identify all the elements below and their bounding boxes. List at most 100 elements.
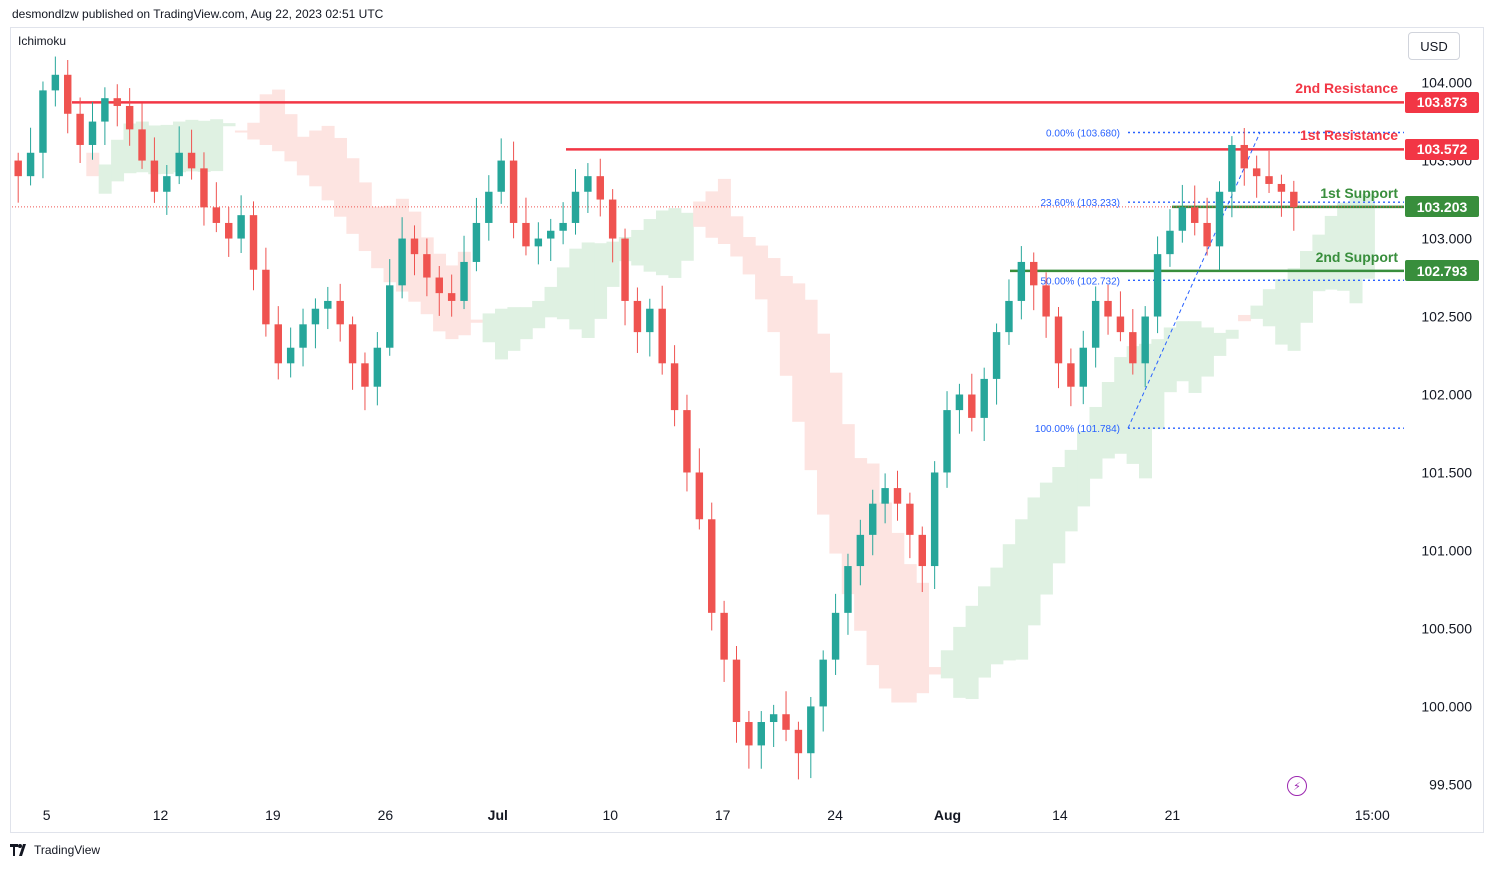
- y-tick-label: 102.000: [1421, 387, 1472, 403]
- x-tick-label: 10: [602, 807, 618, 823]
- cloud-segment: [841, 424, 855, 595]
- cloud-segment: [272, 89, 286, 152]
- candle-body: [1277, 183, 1286, 192]
- candle-body: [695, 472, 704, 520]
- cloud-segment: [383, 205, 397, 283]
- candle-body: [410, 238, 419, 255]
- x-tick-label: 21: [1165, 807, 1181, 823]
- cloud-segment: [965, 605, 979, 700]
- cloud-segment: [1089, 406, 1103, 479]
- candle-body: [819, 659, 827, 707]
- cloud-segment: [1064, 449, 1078, 532]
- candle-body: [1067, 363, 1075, 387]
- candle-body: [1116, 316, 1125, 333]
- candle-body: [225, 222, 233, 239]
- cloud-segment: [210, 119, 224, 172]
- cloud-segment: [829, 372, 843, 554]
- cloud-segment: [631, 229, 645, 266]
- cloud-segment: [978, 586, 991, 678]
- cloud-segment: [197, 120, 211, 172]
- candle-body: [423, 254, 431, 278]
- x-tick-label: 15:00: [1355, 807, 1390, 823]
- cloud-segment: [470, 319, 484, 323]
- x-tick-label: 24: [827, 807, 843, 823]
- indicator-label[interactable]: Ichimoku: [18, 34, 67, 48]
- ichimoku-cloud: [86, 89, 1375, 703]
- cloud-segment: [309, 130, 323, 187]
- cloud-segment: [1287, 268, 1301, 351]
- cloud-segment: [730, 216, 744, 257]
- x-tick-label: Aug: [934, 807, 961, 823]
- cloud-segment: [296, 136, 310, 176]
- cloud-segment: [160, 124, 174, 174]
- candle-body: [881, 488, 889, 504]
- candle-body: [831, 612, 840, 660]
- candle-body: [39, 90, 47, 153]
- candle-body: [571, 191, 580, 223]
- cloud-segment: [1200, 327, 1214, 377]
- candles: [14, 56, 1298, 780]
- candle-body: [844, 566, 852, 613]
- candle-body: [1191, 207, 1199, 223]
- cloud-segment: [544, 286, 558, 318]
- candle-body: [26, 152, 35, 177]
- currency-button[interactable]: USD: [1408, 32, 1460, 60]
- candle-body: [856, 534, 865, 567]
- cloud-segment: [123, 123, 137, 174]
- candle-body: [869, 503, 877, 535]
- candle-body: [980, 378, 988, 418]
- candle-body: [336, 300, 344, 325]
- chart-frame: [10, 27, 1484, 833]
- candle-body: [187, 152, 196, 169]
- cloud-segment: [569, 248, 583, 330]
- x-tick-label: 26: [378, 807, 394, 823]
- cloud-segment: [507, 307, 521, 351]
- footer-brand[interactable]: TradingView: [10, 843, 100, 857]
- cloud-segment: [804, 299, 818, 471]
- level-label: 2nd Resistance: [1295, 80, 1398, 97]
- time-axis: 5 12 19 26 Jul 10 17 24 Aug 14 21 15:00: [43, 807, 1390, 823]
- cloud-segment: [234, 130, 248, 133]
- candle-body: [237, 215, 245, 239]
- x-tick-label: 5: [43, 807, 51, 823]
- candle-body: [398, 238, 406, 286]
- candle-body: [14, 160, 22, 177]
- candle-body: [1141, 316, 1149, 364]
- cloud-segment: [1052, 467, 1066, 564]
- cloud-segment: [705, 191, 719, 238]
- cloud-segment: [98, 164, 112, 194]
- candle-body: [621, 238, 629, 301]
- candle-body: [683, 410, 691, 473]
- y-tick-label: 104.000: [1421, 75, 1472, 91]
- candle-body: [596, 176, 604, 200]
- candle-body: [794, 729, 803, 754]
- candle-body: [1166, 230, 1174, 255]
- lightning-icon[interactable]: ⚡: [1287, 776, 1307, 796]
- candle-body: [1104, 300, 1112, 317]
- candle-body: [584, 176, 592, 192]
- cloud-segment: [903, 564, 917, 703]
- candle-body: [782, 714, 790, 730]
- candle-body: [534, 238, 543, 247]
- candle-body: [1017, 261, 1026, 301]
- candle-body: [101, 98, 109, 122]
- cloud-segment: [594, 243, 608, 319]
- candle-body: [1129, 332, 1137, 364]
- candle-body: [299, 324, 307, 348]
- fib-label: 23.60% (103.233): [1040, 198, 1120, 209]
- cloud-segment: [259, 94, 273, 145]
- candle-body: [1079, 347, 1087, 387]
- y-tick-label: 102.500: [1421, 309, 1472, 325]
- price-axis: 104.000103.500103.000102.500102.000101.5…: [1421, 75, 1472, 793]
- level-label: 2nd Support: [1315, 248, 1398, 265]
- candle-body: [274, 324, 282, 364]
- candle-body: [1265, 176, 1273, 184]
- candle-body: [386, 285, 394, 348]
- cloud-segment: [643, 219, 657, 272]
- candle-body: [732, 659, 741, 723]
- cloud-segment: [1114, 357, 1128, 454]
- x-tick-label: 17: [715, 807, 731, 823]
- candle-body: [311, 308, 320, 325]
- x-tick-label: Jul: [488, 807, 508, 823]
